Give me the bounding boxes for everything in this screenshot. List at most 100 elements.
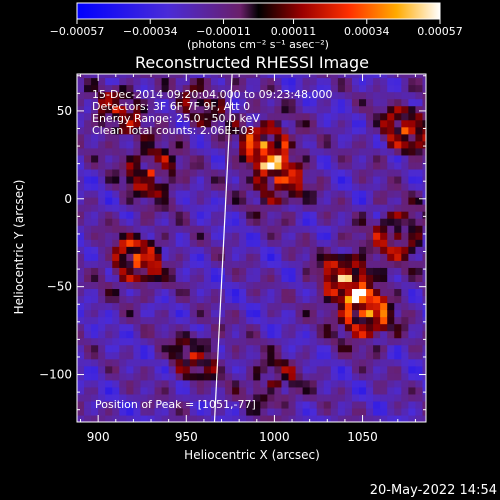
image-cell: [373, 112, 381, 121]
image-cell: [218, 414, 226, 422]
image-cell: [98, 133, 106, 142]
image-cell: [126, 414, 135, 422]
image-cell: [344, 154, 353, 163]
image-cell: [218, 204, 226, 212]
image-cell: [126, 232, 135, 240]
image-cell: [133, 253, 142, 261]
image-cell: [323, 77, 332, 86]
image-cell: [302, 204, 311, 212]
image-cell: [351, 281, 360, 290]
image-cell: [218, 246, 226, 254]
image-cell: [119, 133, 127, 142]
image-cell: [415, 197, 424, 205]
image-cell: [422, 175, 426, 184]
image-cell: [422, 288, 426, 297]
image-cell: [337, 253, 346, 261]
image-cell: [380, 379, 388, 388]
image-cell: [408, 168, 417, 177]
image-cell: [91, 161, 99, 170]
image-cell: [232, 147, 240, 156]
image-cell: [119, 379, 127, 388]
image-cell: [387, 330, 395, 339]
image-cell: [210, 105, 219, 114]
image-cell: [218, 119, 226, 128]
image-cell: [408, 379, 417, 388]
image-cell: [84, 365, 92, 374]
image-cell: [175, 91, 184, 100]
image-cell: [330, 274, 339, 282]
image-cell: [344, 84, 353, 93]
image-cell: [408, 386, 417, 395]
image-cell: [91, 147, 99, 156]
image-cell: [366, 190, 374, 198]
image-cell: [161, 260, 170, 268]
image-cell: [373, 337, 381, 346]
image-cell: [288, 239, 297, 247]
image-cell: [288, 386, 297, 395]
image-cell: [394, 140, 402, 149]
image-cell: [161, 133, 170, 142]
image-cell: [274, 147, 283, 156]
image-cell: [112, 182, 120, 191]
image-cell: [154, 393, 163, 402]
image-cell: [302, 365, 311, 374]
image-cell: [77, 365, 85, 374]
image-cell: [189, 218, 198, 226]
image-cell: [351, 119, 360, 128]
image-cell: [154, 309, 163, 318]
image-cell: [401, 168, 409, 177]
image-cell: [415, 239, 424, 247]
image-cell: [218, 112, 226, 121]
image-cell: [161, 197, 170, 205]
image-cell: [415, 232, 424, 240]
image-cell: [161, 253, 170, 261]
image-cell: [84, 91, 92, 100]
image-cell: [126, 133, 135, 142]
image-cell: [351, 295, 360, 304]
image-cell: [260, 337, 268, 346]
image-cell: [344, 330, 353, 339]
image-cell: [218, 211, 226, 219]
image-cell: [203, 260, 212, 268]
image-cell: [112, 393, 120, 402]
image-cell: [302, 267, 311, 275]
image-cell: [168, 330, 177, 339]
image-cell: [302, 302, 311, 311]
image-cell: [203, 316, 212, 325]
image-cell: [253, 197, 261, 205]
image-cell: [316, 358, 325, 367]
image-cell: [126, 175, 135, 184]
image-cell: [105, 407, 113, 416]
image-cell: [218, 168, 226, 177]
image-cell: [394, 133, 402, 142]
image-cell: [105, 84, 113, 93]
image-cell: [260, 119, 268, 128]
image-cell: [422, 253, 426, 261]
image-cell: [126, 337, 135, 346]
image-cell: [316, 316, 325, 325]
image-cell: [203, 182, 212, 191]
image-cell: [168, 246, 177, 254]
image-cell: [239, 393, 247, 402]
image-cell: [366, 175, 374, 184]
image-cell: [161, 98, 170, 107]
image-cell: [218, 232, 226, 240]
image-cell: [344, 316, 353, 325]
image-cell: [168, 400, 177, 409]
image-cell: [161, 379, 170, 388]
image-cell: [182, 225, 191, 233]
image-cell: [302, 197, 311, 205]
image-cell: [253, 246, 261, 254]
image-cell: [351, 358, 360, 367]
colorbar: [76, 2, 441, 20]
image-cell: [225, 344, 233, 353]
image-cell: [344, 323, 353, 332]
image-cell: [373, 400, 381, 409]
image-cell: [105, 77, 113, 86]
image-cell: [246, 161, 254, 170]
image-cell: [154, 204, 163, 212]
image-cell: [323, 260, 332, 268]
image-cell: [168, 204, 177, 212]
image-cell: [147, 337, 156, 346]
image-cell: [422, 147, 426, 156]
